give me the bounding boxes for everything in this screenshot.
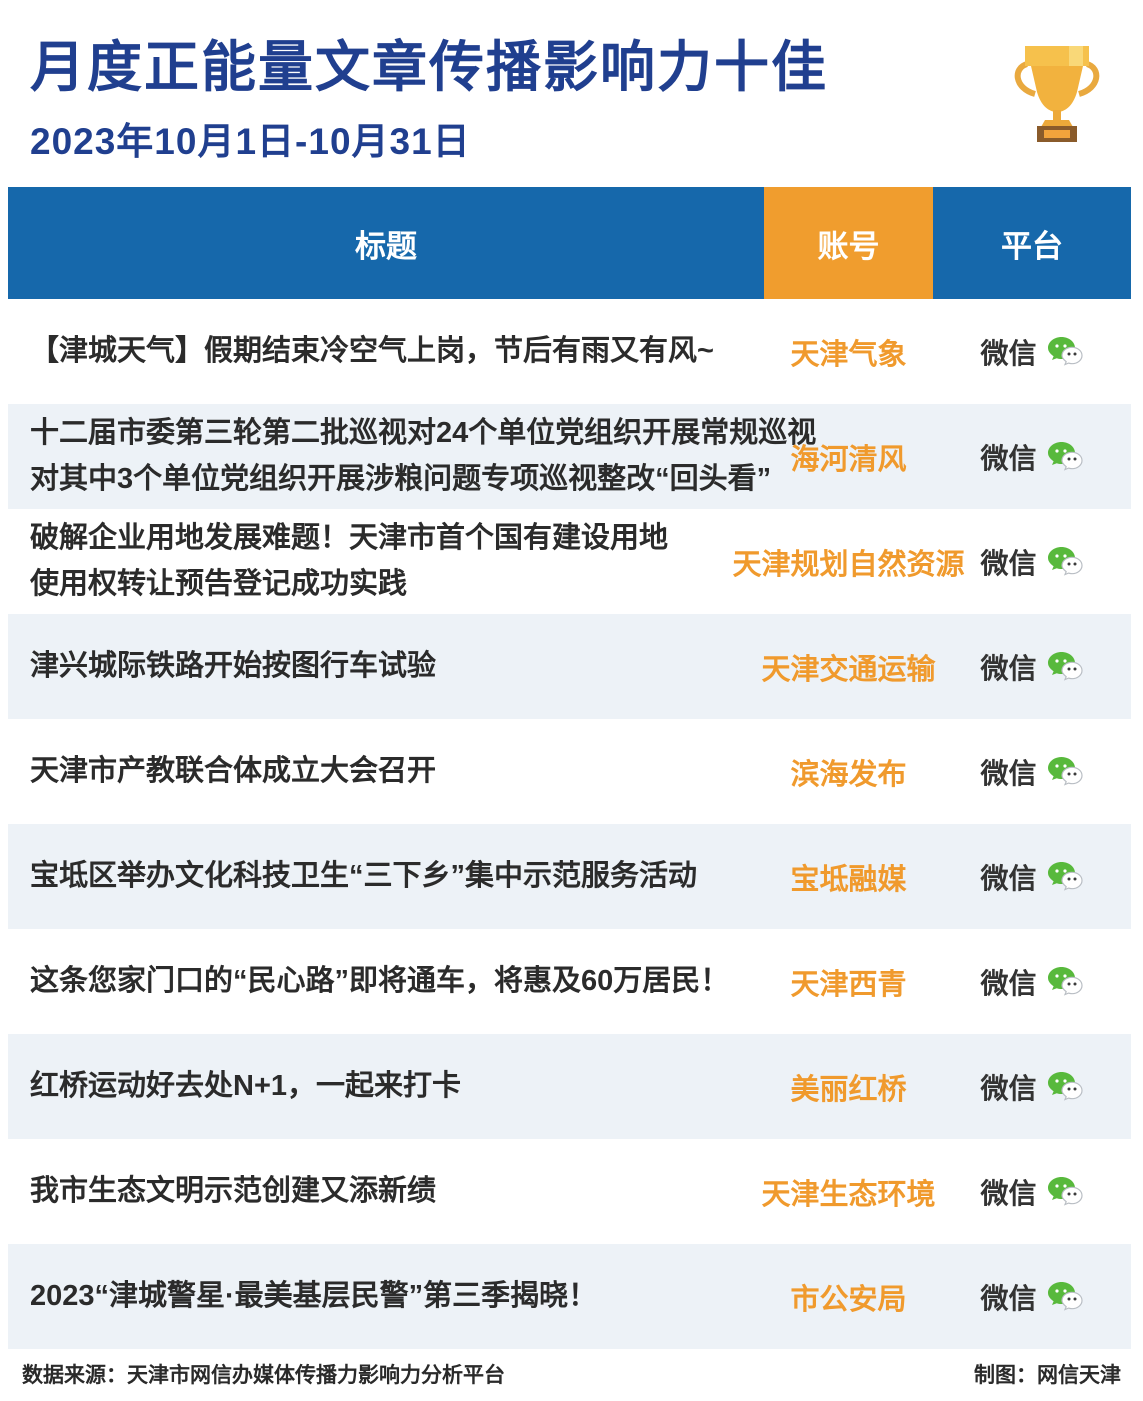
table-row: 破解企业用地发展难题！天津市首个国有建设用地 使用权转让预告登记成功实践 天津规… xyxy=(8,509,1131,615)
column-header-title: 标题 xyxy=(8,187,764,300)
platform-cell: 微信 xyxy=(933,542,1131,582)
wechat-icon xyxy=(1047,861,1083,891)
table-row: 天津市产教联合体成立大会召开 滨海发布 微信 xyxy=(8,719,1131,825)
page-footer: 数据来源：天津市网信办媒体传播力影响力分析平台 制图：网信天津 xyxy=(22,1359,1121,1389)
article-title: 这条您家门口的“民心路”即将通车，将惠及60万居民！ xyxy=(30,964,730,997)
article-title: 津兴城际铁路开始按图行车试验 xyxy=(30,649,437,682)
platform-cell: 微信 xyxy=(933,962,1131,1002)
table-row: 这条您家门口的“民心路”即将通车，将惠及60万居民！ 天津西青 微信 xyxy=(8,929,1131,1035)
platform-cell: 微信 xyxy=(933,1067,1131,1107)
article-title: 天津市产教联合体成立大会召开 xyxy=(30,754,437,787)
account-name: 市公安局 xyxy=(790,1283,907,1316)
account-name: 天津交通运输 xyxy=(761,653,936,686)
account-name: 天津规划自然资源 xyxy=(732,548,965,581)
column-header-platform: 平台 xyxy=(933,187,1131,300)
wechat-icon xyxy=(1047,336,1083,366)
platform-label: 微信 xyxy=(980,967,1037,999)
account-name: 海河清风 xyxy=(790,443,907,476)
platform-label: 微信 xyxy=(980,757,1037,789)
account-name: 天津生态环境 xyxy=(761,1178,936,1211)
ranking-table: 标题 账号 平台 【津城天气】假期结束冷空气上岗，节后有雨又有风~ 天津气象 微… xyxy=(8,187,1131,1350)
platform-label: 微信 xyxy=(980,442,1037,474)
table-row: 红桥运动好去处N+1，一起来打卡 美丽红桥 微信 xyxy=(8,1034,1131,1140)
platform-cell: 微信 xyxy=(933,857,1131,897)
wechat-icon xyxy=(1047,1071,1083,1101)
platform-label: 微信 xyxy=(980,547,1037,579)
table-row: 津兴城际铁路开始按图行车试验 天津交通运输 微信 xyxy=(8,614,1131,720)
table-row: 十二届市委第三轮第二批巡视对24个单位党组织开展常规巡视 对其中3个单位党组织开… xyxy=(8,404,1131,510)
account-name: 滨海发布 xyxy=(790,758,907,791)
table-body: 【津城天气】假期结束冷空气上岗，节后有雨又有风~ 天津气象 微信 十二届市委第三… xyxy=(8,299,1131,1350)
credit-note: 制图：网信天津 xyxy=(974,1364,1121,1387)
account-name: 天津气象 xyxy=(790,338,907,371)
page-header: 月度正能量文章传播影响力十佳 2023年10月1日-10月31日 xyxy=(0,0,1143,165)
platform-cell: 微信 xyxy=(933,647,1131,687)
platform-label: 微信 xyxy=(980,862,1037,894)
table-row: 宝坻区举办文化科技卫生“三下乡”集中示范服务活动 宝坻融媒 微信 xyxy=(8,824,1131,930)
platform-cell: 微信 xyxy=(933,437,1131,477)
platform-label: 微信 xyxy=(980,337,1037,369)
trophy-icon xyxy=(1014,46,1100,142)
article-title: 破解企业用地发展难题！天津市首个国有建设用地 使用权转让预告登记成功实践 xyxy=(30,521,669,600)
platform-label: 微信 xyxy=(980,1177,1037,1209)
page-title: 月度正能量文章传播影响力十佳 xyxy=(30,36,829,98)
wechat-icon xyxy=(1047,546,1083,576)
wechat-icon xyxy=(1047,966,1083,996)
article-title: 宝坻区举办文化科技卫生“三下乡”集中示范服务活动 xyxy=(30,859,698,892)
platform-cell: 微信 xyxy=(933,332,1131,372)
account-name: 天津西青 xyxy=(790,968,907,1001)
date-range: 2023年10月1日-10月31日 xyxy=(30,121,471,163)
wechat-icon xyxy=(1047,441,1083,471)
article-title: 十二届市委第三轮第二批巡视对24个单位党组织开展常规巡视 对其中3个单位党组织开… xyxy=(30,416,817,495)
table-row: 我市生态文明示范创建又添新绩 天津生态环境 微信 xyxy=(8,1139,1131,1245)
article-title: 红桥运动好去处N+1，一起来打卡 xyxy=(30,1069,462,1102)
wechat-icon xyxy=(1047,756,1083,786)
article-title: 我市生态文明示范创建又添新绩 xyxy=(30,1174,437,1207)
platform-cell: 微信 xyxy=(933,1172,1131,1212)
table-row: 【津城天气】假期结束冷空气上岗，节后有雨又有风~ 天津气象 微信 xyxy=(8,299,1131,405)
platform-label: 微信 xyxy=(980,1282,1037,1314)
wechat-icon xyxy=(1047,651,1083,681)
account-name: 美丽红桥 xyxy=(790,1073,907,1106)
column-header-account: 账号 xyxy=(764,187,933,300)
table-row: 2023“津城警星·最美基层民警”第三季揭晓！ 市公安局 微信 xyxy=(8,1244,1131,1350)
account-name: 宝坻融媒 xyxy=(790,863,907,896)
article-title: 【津城天气】假期结束冷空气上岗，节后有雨又有风~ xyxy=(30,334,714,367)
wechat-icon xyxy=(1047,1176,1083,1206)
data-source-note: 数据来源：天津市网信办媒体传播力影响力分析平台 xyxy=(22,1364,505,1387)
wechat-icon xyxy=(1047,1281,1083,1311)
article-title: 2023“津城警星·最美基层民警”第三季揭晓！ xyxy=(30,1279,598,1312)
platform-label: 微信 xyxy=(980,652,1037,684)
platform-cell: 微信 xyxy=(933,752,1131,792)
table-header-row: 标题 账号 平台 xyxy=(8,187,1131,300)
platform-cell: 微信 xyxy=(933,1277,1131,1317)
platform-label: 微信 xyxy=(980,1072,1037,1104)
